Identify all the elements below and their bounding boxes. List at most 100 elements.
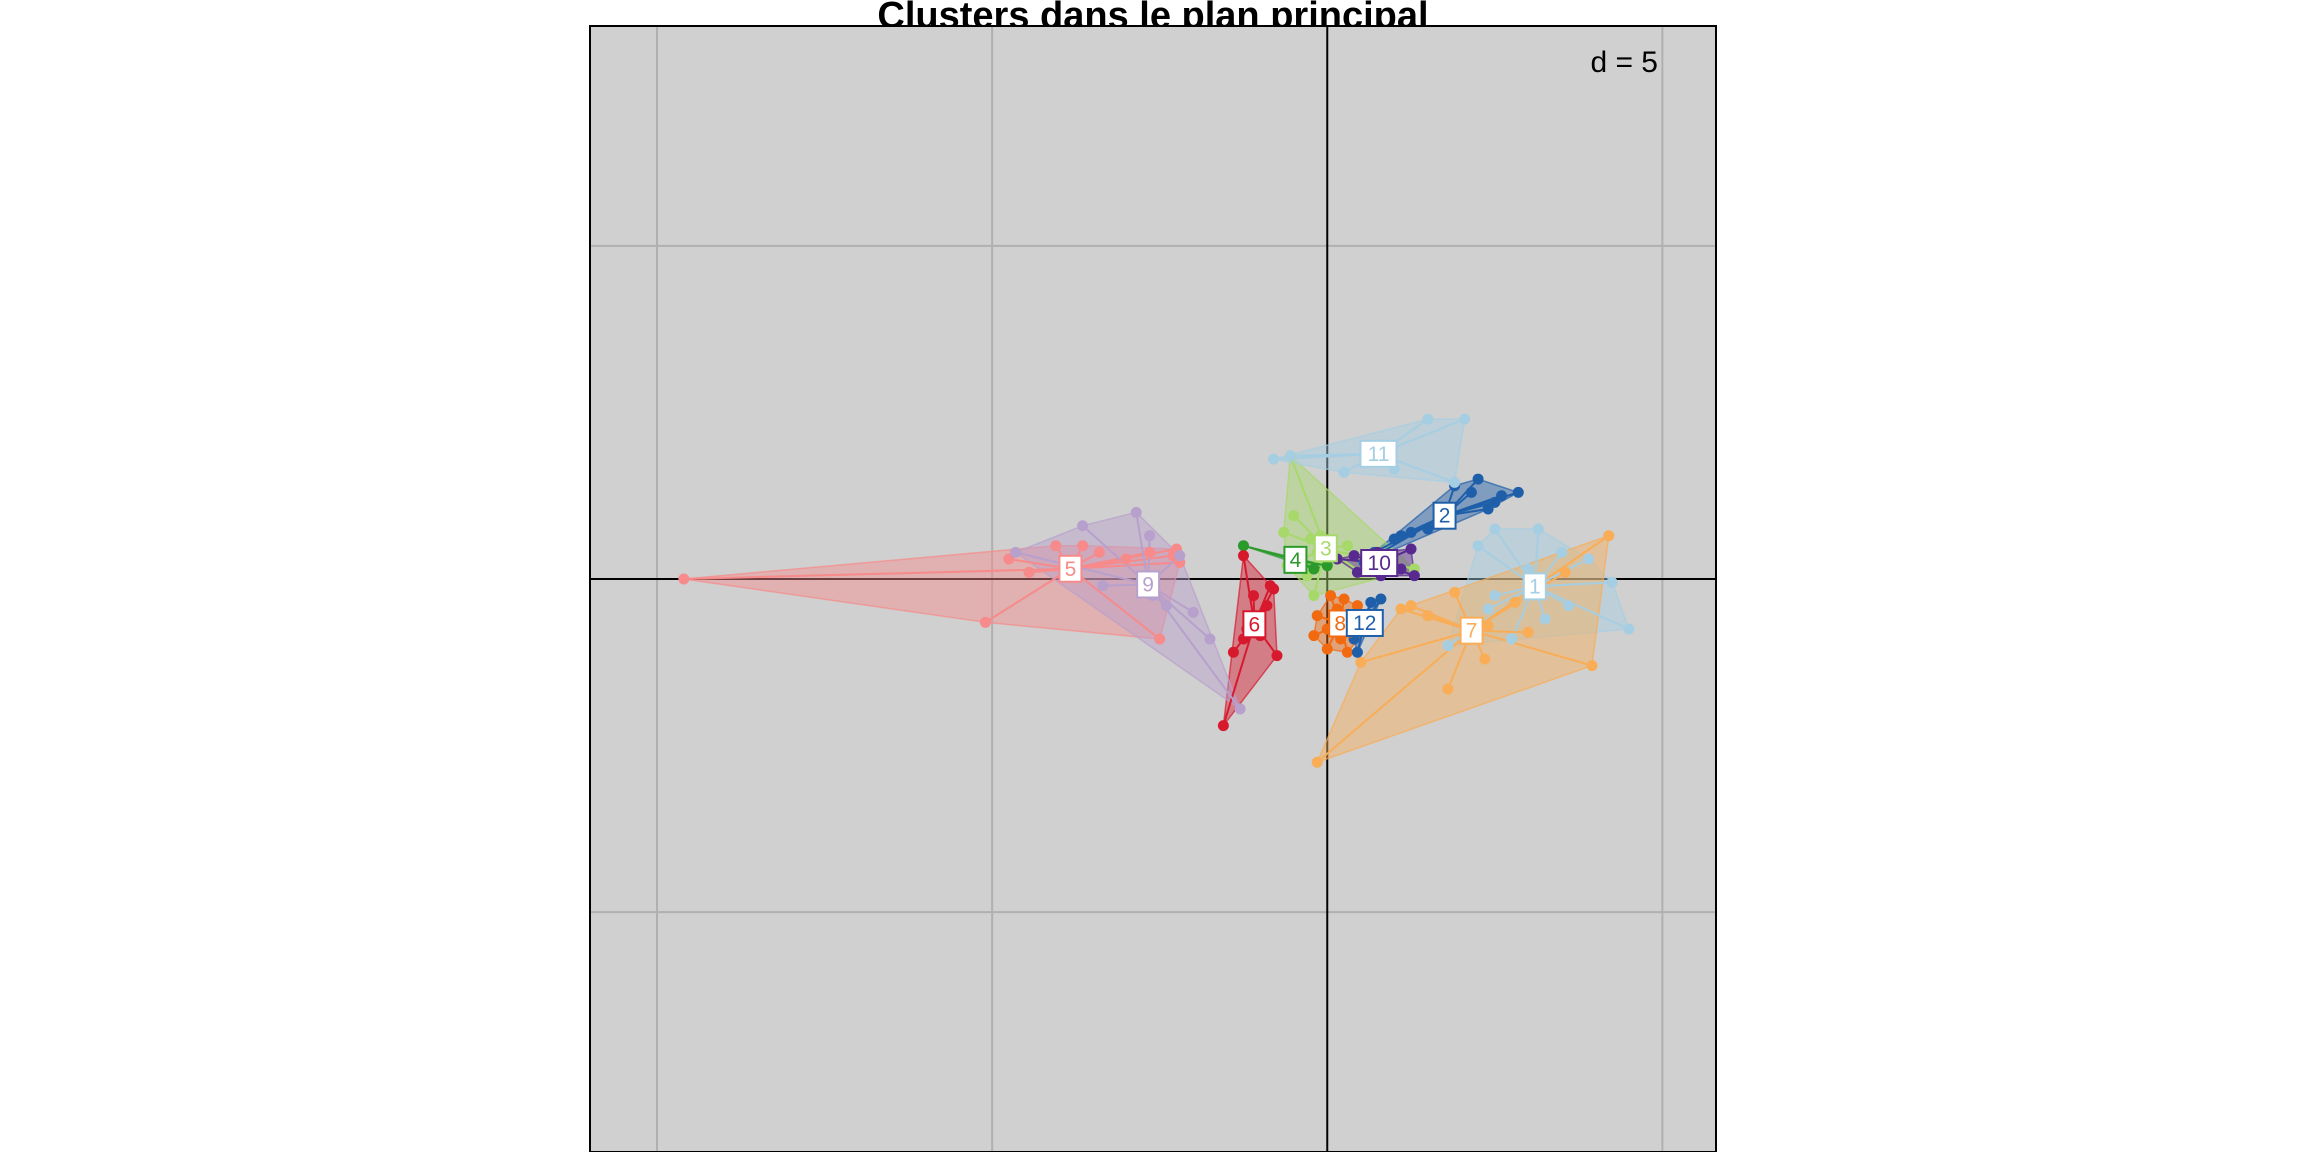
cluster-spoke-7 xyxy=(1360,629,1472,664)
cluster-label-box-9 xyxy=(1136,570,1161,599)
cluster-point-6 xyxy=(1271,650,1283,662)
cluster-point-6 xyxy=(1217,720,1229,732)
cluster-point-2 xyxy=(1465,486,1477,498)
cluster-point-7 xyxy=(1405,600,1417,612)
cluster-point-6 xyxy=(1261,600,1273,612)
cluster-point-6 xyxy=(1227,646,1239,658)
cluster-point-2 xyxy=(1388,533,1400,545)
cluster-point-7 xyxy=(1509,596,1521,608)
cluster-point-8 xyxy=(1308,630,1320,642)
cluster-point-8 xyxy=(1338,593,1350,605)
cluster-point-11 xyxy=(1422,413,1434,425)
cluster-point-9 xyxy=(1160,600,1172,612)
cluster-point-9 xyxy=(1097,580,1109,592)
cluster-point-6 xyxy=(1237,550,1249,562)
cluster-spoke-7 xyxy=(1316,629,1473,763)
cluster-point-1 xyxy=(1583,553,1595,565)
cluster-spoke-1 xyxy=(1534,581,1613,588)
grid xyxy=(590,26,1716,1152)
cluster-point-5 xyxy=(1120,553,1132,565)
cluster-label-12: 12 xyxy=(1353,612,1376,635)
cluster-point-7 xyxy=(1586,660,1598,672)
cluster-point-6 xyxy=(1248,590,1260,602)
cluster-point-9 xyxy=(1130,506,1142,518)
cluster-point-9 xyxy=(1010,546,1022,558)
cluster-point-2 xyxy=(1422,523,1434,535)
cluster-label-box-5 xyxy=(1058,554,1083,583)
cluster-point-1 xyxy=(1606,576,1618,588)
cluster-spoke-1 xyxy=(1534,585,1630,630)
cluster-point-1 xyxy=(1482,603,1494,615)
cluster-label-11: 11 xyxy=(1368,443,1390,466)
cluster-label-box-6 xyxy=(1242,610,1267,639)
cluster-label-8: 8 xyxy=(1334,613,1346,636)
cluster-point-7 xyxy=(1355,656,1367,668)
cluster-point-1 xyxy=(1623,623,1635,635)
cluster-point-1 xyxy=(1556,546,1568,558)
cluster-point-9 xyxy=(1144,530,1156,542)
cluster-point-3 xyxy=(1288,510,1300,522)
cluster-point-9 xyxy=(1234,703,1246,715)
cluster-point-7 xyxy=(1603,530,1615,542)
cluster-point-3 xyxy=(1341,540,1353,552)
cluster-spoke-5 xyxy=(984,567,1071,624)
cluster-spoke-6 xyxy=(1222,623,1256,726)
cluster-points xyxy=(678,413,1635,768)
cluster-label-3: 3 xyxy=(1320,537,1332,560)
cluster-point-8 xyxy=(1311,610,1323,622)
cluster-point-4 xyxy=(1237,540,1249,552)
cluster-point-10 xyxy=(1405,543,1417,555)
cluster-point-7 xyxy=(1479,653,1491,665)
plot-border xyxy=(589,25,1717,1152)
cluster-point-7 xyxy=(1442,683,1454,695)
cluster-point-1 xyxy=(1522,563,1534,575)
cluster-label-box-11 xyxy=(1359,439,1398,468)
cluster-point-6 xyxy=(1268,583,1280,595)
cluster-point-8 xyxy=(1325,590,1337,602)
cluster-point-5 xyxy=(1093,546,1105,558)
cluster-point-10 xyxy=(1408,570,1420,582)
cluster-point-1 xyxy=(1539,613,1551,625)
cluster-point-7 xyxy=(1311,756,1323,768)
cluster-point-5 xyxy=(1023,566,1035,578)
cluster-label-2: 2 xyxy=(1439,505,1451,528)
cluster-point-11 xyxy=(1268,453,1280,465)
cluster-spoke-5 xyxy=(683,567,1071,581)
cluster-point-12 xyxy=(1365,596,1377,608)
cluster-label-9: 9 xyxy=(1142,573,1154,596)
cluster-point-2 xyxy=(1472,473,1484,485)
cluster-point-8 xyxy=(1321,643,1333,655)
cluster-point-7 xyxy=(1522,626,1534,638)
cluster-point-5 xyxy=(678,573,690,585)
cluster-label-6: 6 xyxy=(1249,613,1261,636)
cluster-label-box-4 xyxy=(1283,545,1308,574)
cluster-point-2 xyxy=(1496,490,1508,502)
cluster-label-1: 1 xyxy=(1529,575,1541,598)
cluster-point-7 xyxy=(1449,586,1461,598)
cluster-label-5: 5 xyxy=(1065,558,1077,581)
cluster-label-box-10 xyxy=(1360,549,1399,578)
cluster-point-2 xyxy=(1489,496,1501,508)
cluster-point-5 xyxy=(1050,540,1062,552)
cluster-point-5 xyxy=(1003,553,1015,565)
cluster-label-box-7 xyxy=(1459,616,1484,645)
cluster-label-10: 10 xyxy=(1368,552,1391,575)
cluster-point-1 xyxy=(1489,523,1501,535)
cluster-point-1 xyxy=(1472,540,1484,552)
cluster-point-12 xyxy=(1375,593,1387,605)
cluster-point-10 xyxy=(1395,563,1407,575)
cluster-spoke-5 xyxy=(1069,567,1161,640)
cluster-point-7 xyxy=(1559,566,1571,578)
cluster-point-10 xyxy=(1348,550,1360,562)
cluster-point-11 xyxy=(1459,413,1471,425)
cluster-spoke-5 xyxy=(1070,561,1180,570)
cluster-label-box-3 xyxy=(1313,534,1338,563)
cluster-point-4 xyxy=(1308,563,1320,575)
cluster-point-1 xyxy=(1563,600,1575,612)
cluster-point-3 xyxy=(1308,590,1320,602)
scale-label: d = 5 xyxy=(1590,46,1658,79)
cluster-label-7: 7 xyxy=(1466,620,1478,643)
cluster-point-2 xyxy=(1482,503,1494,515)
